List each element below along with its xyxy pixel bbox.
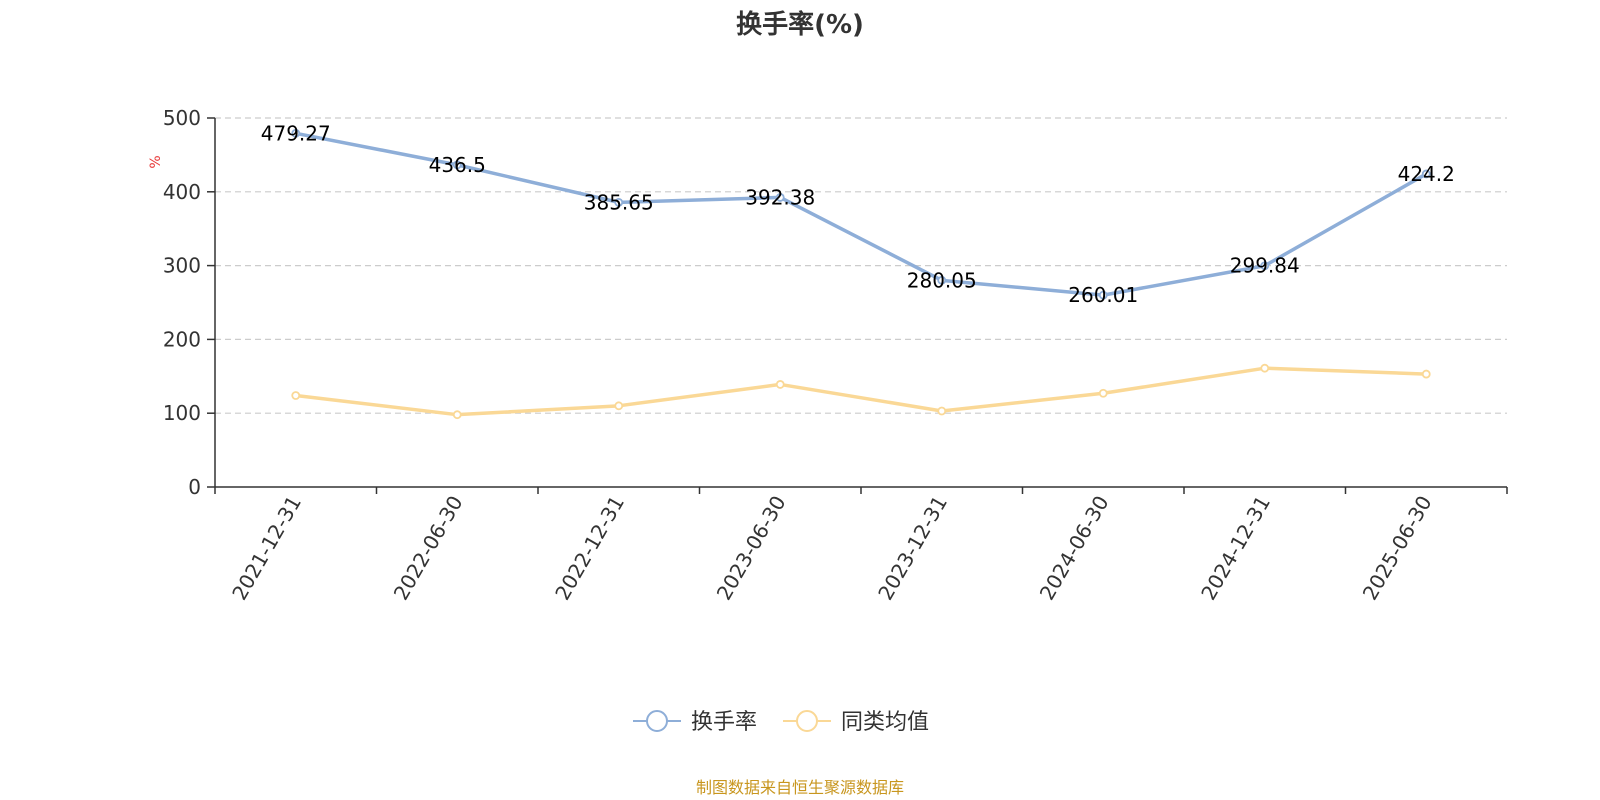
data-point [937,406,947,416]
data-point [1421,169,1431,179]
x-tick-label: 2023-12-31 [873,492,952,605]
data-label: 280.05 [907,268,977,292]
data-labels: 479.27 436.5 385.65 392.38 280.05 260.01 299.8… [261,121,1455,307]
x-tick-label: 2023-06-30 [712,492,791,605]
data-label: 424.2 [1398,162,1455,186]
data-label: 385.65 [584,190,654,214]
axes: 0 100 200 300 400 500 2021-12-31 2022-06-30 2022… [163,106,1508,605]
data-point [775,193,785,202]
data-point [937,275,947,285]
data-point [1098,388,1108,398]
data-point [1260,363,1270,373]
data-source-footer: 制图数据来自恒生聚源数据库 [696,778,904,797]
series-line [295,131,1428,297]
data-point [775,380,785,389]
series-lines [291,128,1431,420]
y-tick-label: 100 [163,401,201,425]
data-point [1098,290,1108,300]
data-label: 392.38 [745,185,815,209]
x-tick-label: 2025-06-30 [1358,492,1437,605]
legend-item[interactable]: 换手率 [633,710,757,735]
data-point [452,410,462,420]
y-tick-label: 0 [188,475,201,499]
legend-label: 换手率 [691,710,757,735]
data-label: 260.01 [1068,283,1138,307]
y-tick-label: 300 [163,254,201,278]
data-label: 299.84 [1230,254,1300,278]
legend-marker [646,710,668,732]
x-tick-label: 2024-06-30 [1035,492,1114,605]
x-tick-label: 2022-12-31 [550,492,629,605]
legend: 换手率 同类均值 [633,710,929,735]
legend-item[interactable]: 同类均值 [783,710,929,735]
chart-title: 换手率(%) [736,9,864,40]
data-point [291,128,301,138]
y-tick-label: 400 [163,180,201,204]
data-point [291,391,301,400]
data-label: 479.27 [261,121,331,145]
data-point [614,401,624,411]
data-point [1421,369,1431,379]
x-tick-label: 2021-12-31 [227,492,306,605]
y-tick-label: 200 [163,327,201,351]
series-line [295,366,1427,417]
data-point [452,160,462,170]
data-point [1260,261,1270,271]
y-axis-unit-label: % [148,155,164,168]
x-tick-label: 2022-06-30 [389,492,468,605]
x-tick-label: 2024-12-31 [1196,492,1275,605]
data-label: 436.5 [429,153,486,177]
legend-label: 同类均值 [841,710,929,735]
legend-marker [796,710,818,732]
data-point [614,197,624,207]
y-tick-label: 500 [163,106,201,130]
